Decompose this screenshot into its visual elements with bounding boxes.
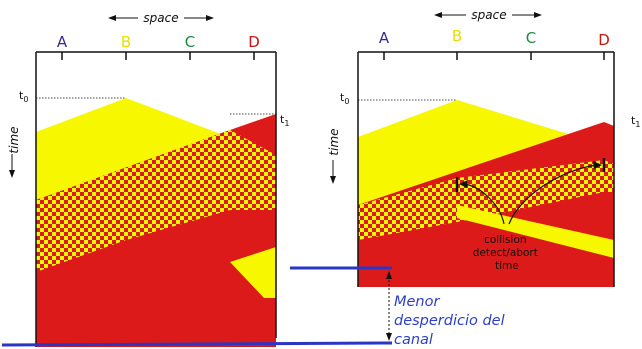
arrow-up-icon xyxy=(386,271,392,279)
station-d-label: D xyxy=(598,31,610,49)
space-axis: space xyxy=(108,10,214,26)
waste-comparison: Menor desperdicio del canal xyxy=(1,266,509,348)
space-label: space xyxy=(143,11,178,25)
collision-annotation: collision detect/abort time xyxy=(473,234,541,272)
arrow-down-icon xyxy=(386,333,392,341)
time-axis: time xyxy=(7,126,21,178)
station-d-label: D xyxy=(248,33,260,51)
right-panel: space A B C D t0 t1 time xyxy=(327,7,640,287)
arrow-left-icon xyxy=(459,180,468,188)
time-axis: time xyxy=(327,128,341,184)
waste-caption: Menor desperdicio del canal xyxy=(394,294,509,348)
station-c-label: C xyxy=(526,29,536,47)
b-residual-region xyxy=(457,205,614,258)
collision-region xyxy=(358,160,614,240)
arrow-right-icon xyxy=(593,161,602,169)
time-label: time xyxy=(7,126,21,153)
left-end-line xyxy=(1,341,393,347)
collision-detect-markers: collision detect/abort time xyxy=(455,158,606,272)
station-c-label: C xyxy=(185,33,195,51)
t0-label: t0 xyxy=(340,91,349,106)
station-a-label: A xyxy=(379,29,390,47)
station-b-label: B xyxy=(452,27,462,45)
t1-label: t1 xyxy=(280,113,289,128)
d-only-region xyxy=(230,247,276,298)
signal-regions xyxy=(358,100,614,287)
space-label: space xyxy=(471,8,506,22)
t1-label: t1 xyxy=(631,114,640,129)
space-axis: space xyxy=(434,7,542,23)
signal-regions xyxy=(36,98,276,347)
collision-region xyxy=(36,130,276,272)
down-arrow-icon xyxy=(9,170,15,178)
station-a-label: A xyxy=(57,33,68,51)
time-label: time xyxy=(327,128,341,155)
station-b-label: B xyxy=(121,33,131,51)
t0-label: t0 xyxy=(19,89,28,104)
down-arrow-icon xyxy=(330,176,336,184)
left-panel: space A B C D t0 t1 time xyxy=(7,10,289,347)
